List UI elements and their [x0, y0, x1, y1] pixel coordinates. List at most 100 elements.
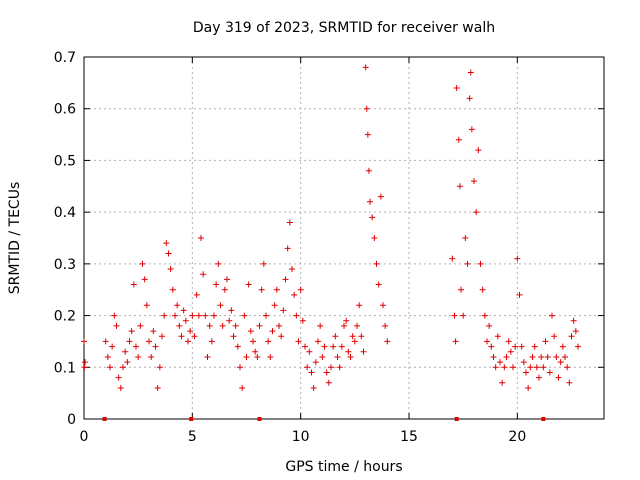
data-point	[243, 353, 250, 360]
y-tick-label: 0.4	[54, 205, 76, 221]
data-point	[559, 343, 566, 350]
data-point	[475, 147, 482, 154]
data-point	[271, 302, 278, 309]
data-point	[458, 286, 464, 293]
data-point	[514, 255, 521, 262]
data-point	[523, 369, 529, 376]
data-point	[109, 343, 116, 350]
data-point	[267, 353, 274, 360]
data-point	[141, 276, 148, 283]
data-point	[531, 343, 538, 350]
data-point	[481, 312, 488, 319]
data-point	[360, 348, 367, 355]
data-point	[185, 338, 191, 345]
data-point	[488, 343, 495, 350]
data-point	[241, 312, 248, 319]
data-point	[297, 286, 304, 293]
data-point	[180, 307, 187, 314]
x-tick-label: 0	[80, 429, 89, 445]
data-point	[304, 364, 311, 371]
data-point	[81, 364, 88, 371]
data-point	[471, 178, 477, 185]
data-point	[252, 348, 259, 355]
data-point	[570, 317, 577, 324]
data-point	[293, 312, 300, 319]
data-point	[104, 353, 111, 360]
data-point	[490, 353, 497, 360]
data-point	[551, 333, 558, 340]
data-point	[135, 353, 142, 360]
data-point	[510, 364, 516, 371]
data-point	[330, 343, 337, 350]
data-point	[260, 260, 267, 267]
data-point	[152, 343, 159, 350]
data-point	[317, 322, 324, 329]
data-point	[568, 333, 575, 340]
data-point	[494, 333, 501, 340]
data-point	[299, 317, 306, 324]
data-point	[278, 333, 285, 340]
data-point	[122, 348, 129, 355]
data-point	[382, 322, 389, 329]
data-point	[176, 322, 183, 329]
data-point	[575, 343, 581, 350]
data-point	[163, 240, 170, 247]
chart-title: Day 319 of 2023, SRMTID for receiver wal…	[193, 20, 495, 36]
data-point	[208, 338, 215, 345]
data-point	[107, 364, 113, 371]
data-point	[280, 307, 287, 314]
data-point	[219, 322, 226, 329]
data-point	[258, 286, 265, 293]
data-point	[501, 364, 508, 371]
data-point	[137, 322, 144, 329]
data-point	[544, 353, 551, 360]
y-tick-label: 0.2	[54, 309, 76, 325]
data-point	[169, 286, 176, 293]
baseline-marker	[102, 417, 107, 421]
data-point	[525, 384, 532, 391]
data-point	[182, 317, 189, 324]
data-point	[265, 338, 272, 345]
data-point	[224, 276, 230, 283]
data-point	[198, 235, 204, 241]
data-point	[449, 255, 456, 262]
data-point	[452, 338, 459, 345]
data-point	[363, 105, 370, 112]
y-tick-label: 0	[67, 412, 76, 428]
data-point	[367, 198, 373, 205]
data-point	[572, 328, 579, 335]
data-point	[202, 312, 209, 319]
data-point	[553, 353, 560, 360]
data-point	[211, 312, 217, 319]
data-point	[562, 353, 568, 360]
data-point	[520, 359, 527, 366]
data-point	[338, 343, 345, 350]
y-axis-label: SRMTID / TECUs	[7, 182, 23, 295]
data-point	[191, 333, 198, 340]
data-point	[193, 291, 200, 298]
data-point	[232, 322, 239, 329]
x-tick-label: 5	[188, 429, 197, 445]
data-point	[282, 276, 289, 283]
data-point	[221, 286, 228, 293]
data-point	[377, 193, 384, 200]
data-point	[174, 302, 181, 309]
data-point	[263, 312, 269, 319]
data-points	[81, 64, 581, 391]
data-point	[505, 338, 512, 345]
data-point	[273, 286, 280, 293]
y-tick-label: 0.7	[54, 50, 76, 66]
data-point	[204, 353, 211, 360]
data-point	[239, 384, 246, 391]
data-point	[315, 338, 321, 345]
data-point	[133, 343, 139, 350]
data-point	[120, 364, 126, 371]
axis-ticks: 0 0.1 0.2 0.3 0.4 0.5 0.6 0.7 0 5 10 15 20	[54, 50, 604, 445]
data-point	[269, 328, 276, 335]
data-point	[310, 384, 317, 391]
data-point	[549, 312, 555, 319]
data-point	[362, 64, 369, 71]
data-point	[323, 369, 330, 376]
data-point	[460, 312, 467, 319]
